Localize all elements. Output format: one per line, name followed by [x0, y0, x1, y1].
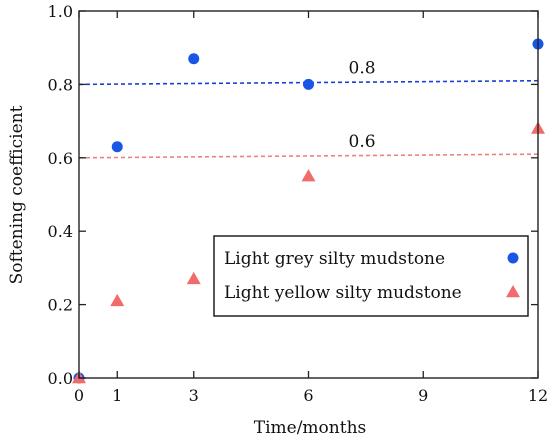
legend-box [213, 235, 529, 317]
data-point-light-yellow [301, 169, 316, 182]
data-point-light-yellow [186, 271, 201, 285]
x-tick-label: 1 [112, 386, 122, 405]
reference-line-0.6 [78, 153, 539, 159]
data-point-light-grey [188, 53, 200, 65]
y-axis-label: Softening coefficient [7, 105, 27, 284]
reference-line-label-0.6: 0.6 [349, 132, 376, 152]
y-tick-label: 0.4 [48, 222, 73, 241]
x-tick-label: 0 [74, 386, 84, 405]
legend: Light grey silty mudstone Light yellow s… [213, 235, 529, 317]
legend-label-light-grey: Light grey silty mudstone [224, 249, 445, 269]
y-tick-label: 0.8 [48, 75, 73, 94]
axis-ticks: 0 1 3 6 9 12 0.0 0.2 0.4 0.6 0.8 1.0 [48, 2, 549, 405]
legend-marker-triangle [506, 285, 520, 298]
legend-markers [506, 252, 520, 298]
reference-line-labels: 0.8 0.6 [349, 59, 376, 152]
data-point-light-grey [111, 141, 123, 153]
reference-lines [78, 79, 539, 159]
data-points [72, 38, 545, 384]
y-tick-label: 0.6 [48, 149, 73, 168]
x-tick-label: 3 [189, 386, 199, 405]
plot-area [78, 10, 539, 379]
x-tick-label: 9 [418, 386, 428, 405]
data-point-light-grey [303, 78, 314, 90]
legend-marker-circle [507, 252, 519, 264]
legend-label-light-yellow: Light yellow silty mudstone [224, 283, 462, 303]
y-tick-label: 1.0 [48, 2, 73, 21]
x-axis-label: Time/months [254, 418, 367, 438]
x-tick-label: 12 [528, 386, 548, 405]
x-tick-label: 6 [303, 386, 313, 405]
y-tick-label: 0.2 [48, 296, 73, 315]
data-point-light-yellow [110, 293, 125, 307]
y-tick-label: 0.0 [48, 369, 73, 388]
reference-line-label-0.8: 0.8 [349, 59, 376, 79]
